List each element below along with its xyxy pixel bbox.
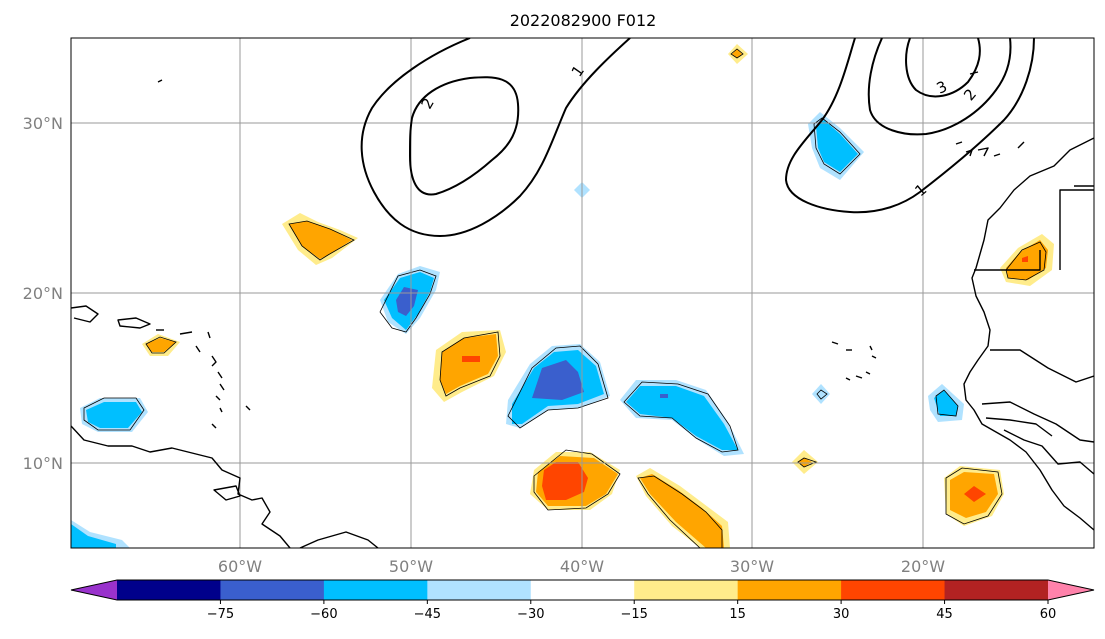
map-gridlines	[71, 38, 1094, 548]
lon-label: 50°W	[389, 557, 433, 576]
lon-label: 20°W	[901, 557, 945, 576]
colorbar-extend-high	[1048, 580, 1094, 600]
colorbar-tick-label: −15	[621, 607, 648, 622]
colorbar-tick-label: 30	[833, 607, 850, 622]
colorbar-segment	[427, 580, 532, 600]
colorbar-extend-low	[71, 580, 117, 600]
colorbar-segment	[737, 580, 842, 600]
lat-label: 10°N	[23, 454, 63, 473]
colorbar-segment	[634, 580, 739, 600]
colorbar-segment	[841, 580, 946, 600]
map-title: 2022082900 F012	[510, 11, 657, 30]
lat-label: 20°N	[23, 284, 63, 303]
colorbar-tick-label: 15	[729, 607, 746, 622]
colorbar-segment	[117, 580, 221, 600]
colorbar-tick-label: −30	[517, 607, 544, 622]
lon-label: 40°W	[560, 557, 604, 576]
colorbar-segment	[220, 580, 325, 600]
lon-label: 30°W	[730, 557, 774, 576]
map-frame	[70, 37, 1095, 549]
contour-lines	[360, 38, 1035, 237]
lon-label: 60°W	[218, 557, 262, 576]
anomaly-shading	[71, 44, 1054, 548]
colorbar-tick-label: −60	[310, 607, 337, 622]
colorbar-tick-label: 60	[1040, 607, 1057, 622]
colorbar-segment	[944, 580, 1049, 600]
lat-label: 30°N	[23, 114, 63, 133]
coastlines	[71, 71, 1094, 548]
colorbar-tick-label: −75	[207, 607, 234, 622]
latitude-labels: 30°N 20°N 10°N	[23, 114, 63, 473]
colorbar: −75−60−45−30−151530456075	[70, 579, 1095, 622]
map-content: 2 1 3 2 1	[71, 38, 1094, 548]
colorbar-segment	[323, 580, 428, 600]
colorbar-tick-label: −45	[414, 607, 441, 622]
longitude-labels: 60°W 50°W 40°W 30°W 20°W	[218, 557, 945, 576]
colorbar-outline	[70, 579, 1095, 601]
colorbar-segment	[530, 580, 635, 600]
colorbar-tick-label: 45	[936, 607, 953, 622]
